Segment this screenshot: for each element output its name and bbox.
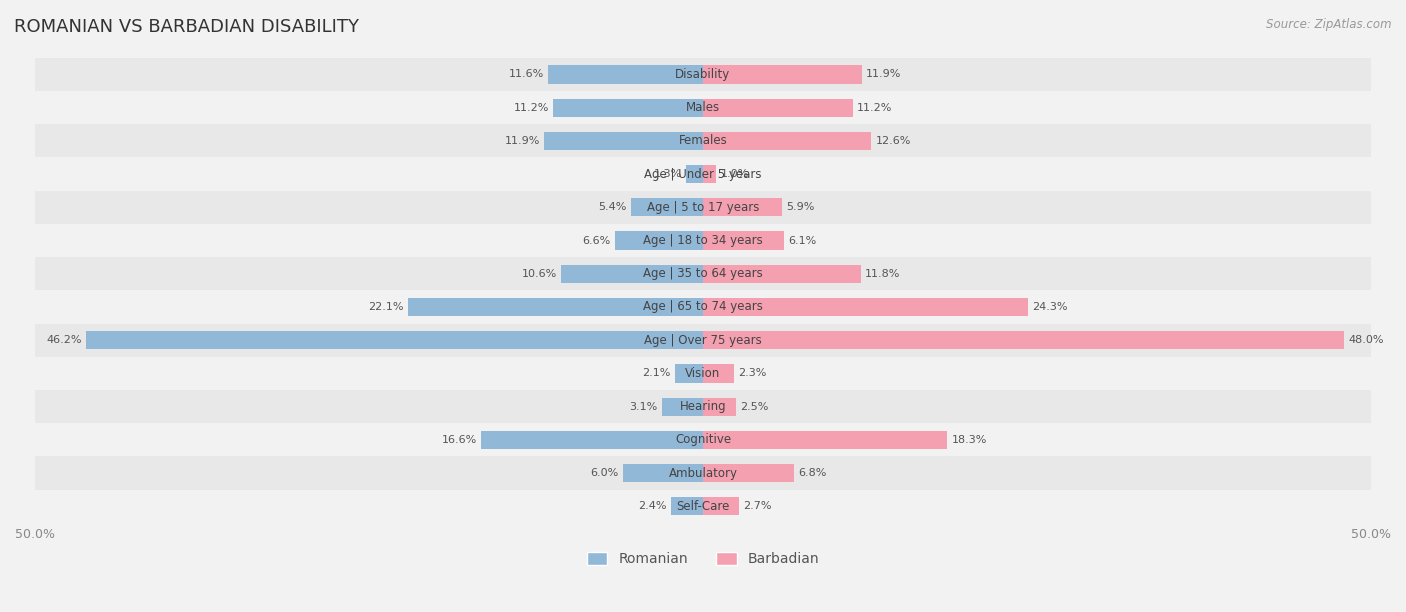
Text: Females: Females — [679, 135, 727, 147]
Bar — [703, 497, 740, 515]
Text: ROMANIAN VS BARBADIAN DISABILITY: ROMANIAN VS BARBADIAN DISABILITY — [14, 18, 359, 36]
Bar — [631, 198, 703, 217]
Bar — [703, 132, 872, 150]
Bar — [554, 99, 703, 117]
Text: Cognitive: Cognitive — [675, 433, 731, 446]
Bar — [703, 65, 862, 84]
Text: 3.1%: 3.1% — [630, 401, 658, 412]
Text: 11.9%: 11.9% — [505, 136, 540, 146]
Bar — [703, 431, 948, 449]
Text: 2.3%: 2.3% — [738, 368, 766, 378]
Bar — [35, 390, 1371, 424]
Bar — [671, 497, 703, 515]
Bar — [703, 231, 785, 250]
Bar — [35, 58, 1371, 91]
Bar — [662, 398, 703, 416]
Text: Ambulatory: Ambulatory — [668, 466, 738, 480]
Text: 6.8%: 6.8% — [797, 468, 827, 478]
Bar — [35, 424, 1371, 457]
Bar — [35, 91, 1371, 124]
Bar — [35, 257, 1371, 290]
Legend: Romanian, Barbadian: Romanian, Barbadian — [581, 547, 825, 572]
Text: 12.6%: 12.6% — [876, 136, 911, 146]
Bar — [35, 124, 1371, 157]
Text: Age | Under 5 years: Age | Under 5 years — [644, 168, 762, 181]
Text: Hearing: Hearing — [679, 400, 727, 413]
Bar — [703, 99, 852, 117]
Text: 22.1%: 22.1% — [368, 302, 404, 312]
Text: 1.0%: 1.0% — [720, 169, 748, 179]
Bar — [35, 290, 1371, 324]
Text: Age | 35 to 64 years: Age | 35 to 64 years — [643, 267, 763, 280]
Text: 5.9%: 5.9% — [786, 203, 814, 212]
Bar — [35, 191, 1371, 224]
Bar — [703, 331, 1344, 349]
Text: Disability: Disability — [675, 68, 731, 81]
Text: 11.6%: 11.6% — [509, 69, 544, 80]
Bar — [86, 331, 703, 349]
Bar — [408, 298, 703, 316]
Text: 16.6%: 16.6% — [441, 435, 477, 445]
Bar — [686, 165, 703, 183]
Bar — [703, 398, 737, 416]
Bar — [703, 198, 782, 217]
Text: 1.3%: 1.3% — [654, 169, 682, 179]
Text: 24.3%: 24.3% — [1032, 302, 1067, 312]
Text: Age | 65 to 74 years: Age | 65 to 74 years — [643, 300, 763, 313]
Bar — [703, 464, 794, 482]
Text: 48.0%: 48.0% — [1348, 335, 1384, 345]
Bar — [35, 157, 1371, 191]
Text: 2.5%: 2.5% — [741, 401, 769, 412]
Text: Self-Care: Self-Care — [676, 500, 730, 513]
Bar — [675, 364, 703, 382]
Bar — [703, 298, 1028, 316]
Bar — [561, 264, 703, 283]
Text: 18.3%: 18.3% — [952, 435, 987, 445]
Bar — [623, 464, 703, 482]
Text: 2.4%: 2.4% — [638, 501, 666, 511]
Bar — [35, 490, 1371, 523]
Text: 46.2%: 46.2% — [46, 335, 82, 345]
Bar — [548, 65, 703, 84]
Bar — [35, 357, 1371, 390]
Text: 2.7%: 2.7% — [744, 501, 772, 511]
Bar — [614, 231, 703, 250]
Bar — [481, 431, 703, 449]
Bar — [35, 324, 1371, 357]
Bar — [35, 457, 1371, 490]
Text: 10.6%: 10.6% — [522, 269, 557, 279]
Text: Age | 5 to 17 years: Age | 5 to 17 years — [647, 201, 759, 214]
Text: 5.4%: 5.4% — [599, 203, 627, 212]
Text: 11.2%: 11.2% — [515, 103, 550, 113]
Bar — [703, 264, 860, 283]
Bar — [703, 364, 734, 382]
Text: Age | Over 75 years: Age | Over 75 years — [644, 334, 762, 347]
Text: 6.1%: 6.1% — [789, 236, 817, 245]
Bar — [35, 224, 1371, 257]
Text: 2.1%: 2.1% — [643, 368, 671, 378]
Text: 6.0%: 6.0% — [591, 468, 619, 478]
Text: 11.8%: 11.8% — [865, 269, 900, 279]
Text: 11.9%: 11.9% — [866, 69, 901, 80]
Bar — [544, 132, 703, 150]
Text: 11.2%: 11.2% — [856, 103, 891, 113]
Text: Source: ZipAtlas.com: Source: ZipAtlas.com — [1267, 18, 1392, 31]
Bar — [703, 165, 717, 183]
Text: Age | 18 to 34 years: Age | 18 to 34 years — [643, 234, 763, 247]
Text: 6.6%: 6.6% — [582, 236, 610, 245]
Text: Vision: Vision — [685, 367, 721, 380]
Text: Males: Males — [686, 101, 720, 114]
